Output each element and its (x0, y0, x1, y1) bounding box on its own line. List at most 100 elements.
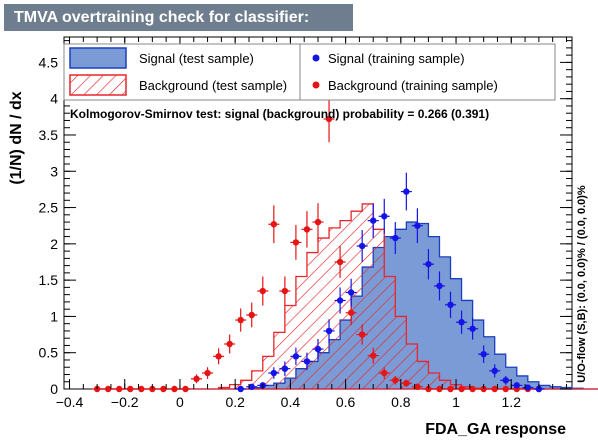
background-train-marker (193, 375, 200, 383)
background-train-point (113, 385, 125, 393)
histograms (97, 203, 598, 390)
signal-train-marker (381, 213, 388, 220)
legend-background-train-marker (312, 81, 320, 89)
signal-train-marker (447, 301, 454, 309)
background-train-marker (392, 377, 399, 384)
signal-train-marker (303, 358, 311, 365)
background-train-marker (127, 385, 134, 393)
signal-train-marker (281, 365, 289, 372)
signal-train-point (433, 271, 445, 301)
signal-train-marker (392, 234, 399, 242)
signal-train-point (500, 375, 512, 385)
signal-train-point (511, 382, 523, 389)
y-tick-label: 4.5 (39, 54, 59, 70)
background-train-marker (414, 383, 421, 391)
background-train-point (246, 302, 258, 328)
signal-train-marker (458, 319, 465, 326)
signal-train-point (445, 291, 457, 318)
background-train-point (157, 385, 169, 393)
background-train-marker (171, 385, 178, 393)
background-train-marker (358, 331, 366, 338)
background-train-marker (469, 385, 476, 393)
background-train-point (301, 211, 313, 248)
background-train-point (500, 385, 512, 393)
background-train-marker (314, 218, 322, 226)
signal-train-marker (491, 367, 498, 375)
background-train-marker (502, 385, 509, 393)
x-tick-label: 0.4 (281, 394, 301, 410)
background-train-marker (215, 353, 222, 360)
background-train-marker (237, 316, 244, 324)
background-train-marker (204, 369, 211, 377)
signal-train-point (478, 345, 490, 363)
background-train-marker (138, 385, 145, 393)
background-train-point (179, 385, 191, 393)
background-train-marker (403, 379, 410, 387)
x-tick-label: 0.6 (336, 394, 356, 410)
signal-train-point (389, 222, 401, 255)
background-train-marker (259, 287, 266, 295)
background-train-point (124, 385, 136, 393)
signal-train-point (411, 208, 423, 244)
y-tick-label: 3 (50, 163, 58, 179)
y-tick-label: 0.5 (39, 345, 59, 361)
x-tick-label: −0.4 (56, 394, 84, 410)
signal-train-marker (502, 377, 509, 384)
background-train-point (290, 224, 302, 260)
x-tick-label: 1.2 (502, 394, 522, 410)
signal-train-marker (248, 383, 255, 391)
y-tick-label: 0 (50, 381, 58, 397)
signal-train-point (356, 230, 368, 262)
background-train-point (279, 276, 291, 306)
y-tick-label: 2.5 (39, 200, 59, 216)
signal-train-point (235, 385, 247, 393)
background-train-marker (292, 239, 300, 246)
signal-train-marker (270, 369, 278, 377)
signal-train-marker (292, 353, 300, 360)
overflow-text: U/O-flow (S,B): (0.0, 0.0)% / (0.0, 0.0)… (576, 185, 588, 383)
background-train-point (356, 324, 368, 345)
background-train-point (257, 276, 269, 306)
signal-train-marker (436, 282, 443, 290)
ks-test-text: Kolmogorov-Smirnov test: signal (backgro… (70, 107, 489, 121)
background-train-marker (160, 385, 167, 393)
signal-train-point (422, 248, 434, 280)
background-train-point (102, 385, 114, 393)
background-train-point (489, 385, 501, 393)
background-train-point (433, 385, 445, 393)
background-train-point (467, 385, 479, 393)
legend-background-test-swatch (69, 74, 127, 96)
signal-train-marker (325, 327, 333, 335)
background-train-point (135, 385, 147, 393)
y-tick-label: 3.5 (39, 127, 59, 143)
signal-train-marker (336, 297, 344, 304)
y-tick-label: 1.5 (39, 272, 59, 288)
signal-train-point (456, 310, 468, 334)
background-train-point (235, 308, 247, 332)
background-train-point (191, 374, 203, 384)
background-train-point (456, 385, 468, 393)
background-train-marker (381, 369, 388, 377)
signal-train-point (334, 287, 346, 314)
background-train-point (367, 347, 379, 364)
signal-train-point (522, 384, 534, 391)
signal-train-point (312, 338, 324, 360)
chart-title: TMVA overtraining check for classifier: … (4, 4, 353, 53)
signal-train-point (323, 319, 335, 343)
signal-train-marker (524, 384, 532, 391)
background-train-point (312, 203, 324, 241)
signal-train-marker (358, 242, 366, 250)
background-train-point (213, 348, 225, 365)
background-train-point (378, 367, 390, 379)
background-train-marker (116, 385, 123, 393)
background-train-marker (104, 385, 112, 393)
signal-train-point (467, 317, 479, 340)
x-tick-label: −0.2 (111, 394, 139, 410)
signal-train-point (489, 364, 501, 378)
background-train-marker (248, 311, 255, 319)
signal-train-marker (237, 385, 244, 393)
legend-signal-test-swatch (69, 47, 127, 69)
background-train-point (224, 334, 236, 354)
y-tick-label: 4 (50, 91, 58, 107)
